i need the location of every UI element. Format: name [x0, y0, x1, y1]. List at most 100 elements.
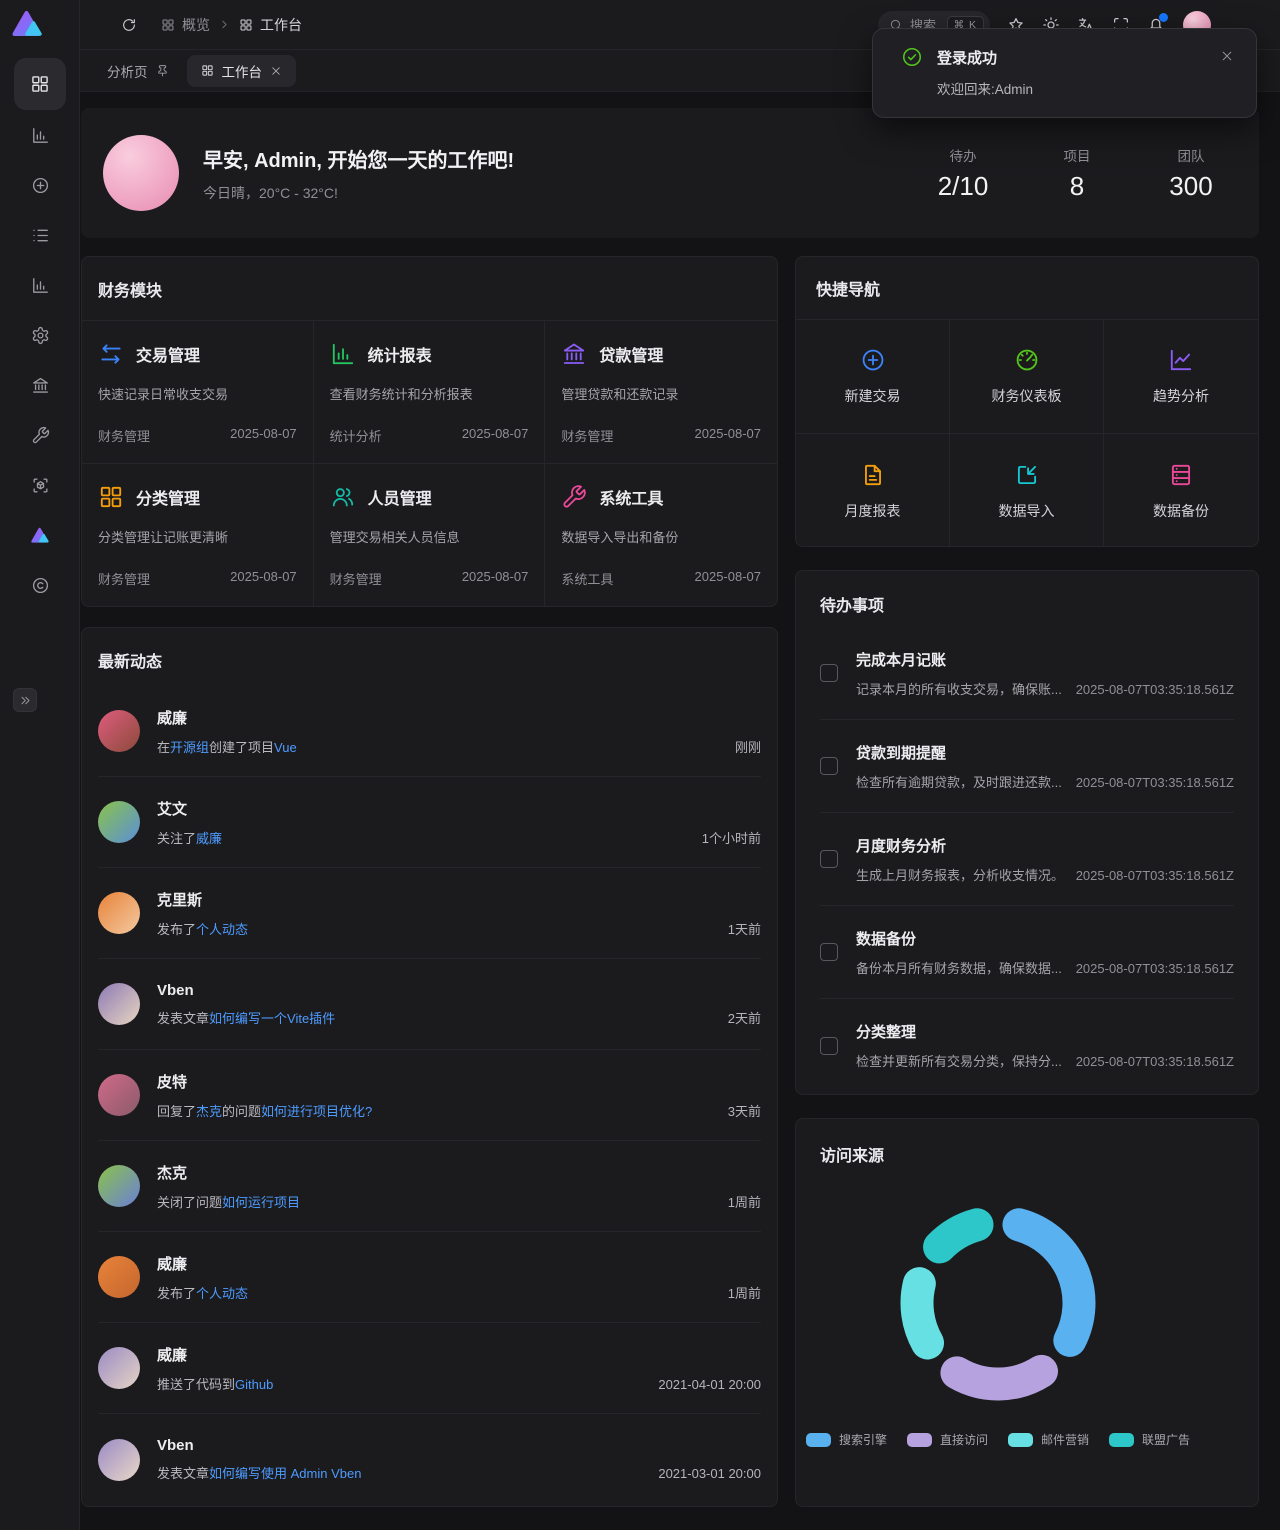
activity-user-name: 杰克: [157, 1164, 188, 1182]
finance-card-desc: 查看财务统计和分析报表: [329, 387, 473, 402]
activity-link[interactable]: 如何进行项目优化?: [261, 1103, 373, 1119]
sidebar-item-copyright[interactable]: [0, 560, 80, 610]
star-button[interactable]: [1007, 16, 1025, 34]
finance-card[interactable]: 系统工具 数据导入导出和备份 系统工具 2025-08-07: [545, 464, 777, 606]
activity-time: 刚刚: [734, 739, 761, 755]
todo-checkbox[interactable]: [820, 943, 838, 961]
activity-user-name: 威廉: [157, 709, 188, 727]
activity-link[interactable]: Github: [235, 1376, 274, 1392]
legend-swatch: [1008, 1432, 1033, 1447]
quick-nav-item[interactable]: 新建交易: [796, 320, 950, 434]
quick-nav-item[interactable]: 趋势分析: [1104, 320, 1258, 434]
sidebar-item-scan[interactable]: [0, 460, 80, 510]
sidebar-item-tools[interactable]: [0, 410, 80, 460]
todo-checkbox[interactable]: [820, 1036, 838, 1055]
activity-line: 在 开源组 创建了项目 Vue 刚刚: [157, 737, 761, 756]
donut-segment-2: [900, 1267, 945, 1360]
expand-sidebar-button[interactable]: [13, 688, 37, 712]
finance-card-footer: 财务管理 2025-08-07: [98, 426, 297, 445]
welcome-stats: 待办 2/10 项目 8 团队 300: [935, 145, 1219, 202]
quick-nav-item[interactable]: 财务仪表板: [950, 320, 1104, 434]
quick-nav-item[interactable]: 数据备份: [1104, 434, 1258, 546]
finance-card-header: 系统工具: [561, 484, 761, 510]
activity-text: 创建了项目: [209, 739, 275, 755]
sidebar-item-analytics[interactable]: [0, 110, 80, 160]
todo-body: 数据备份 备份本月所有财务数据，确保数据... 2025-08-07T03:35:1…: [856, 928, 1234, 977]
todo-desc: 记录本月的所有收支交易，确保账...: [856, 681, 1062, 697]
sidebar-item-settings[interactable]: [0, 310, 80, 360]
sidebar-item-dashboard[interactable]: [14, 58, 66, 110]
finance-card[interactable]: 交易管理 快速记录日常收支交易 财务管理 2025-08-07: [82, 321, 314, 464]
activity-time: 1周前: [727, 1194, 761, 1210]
avatar: [98, 710, 140, 752]
activity-link[interactable]: 如何编写使用 Admin Vben: [209, 1466, 362, 1481]
todo-row: 月度财务分析 生成上月财务报表，分析收支情况。 2025-08-07T03:35:1…: [820, 813, 1234, 906]
finance-card[interactable]: 人员管理 管理交易相关人员信息 财务管理 2025-08-07: [314, 464, 546, 606]
activity-link[interactable]: 如何运行项目: [222, 1194, 301, 1210]
finance-card[interactable]: 分类管理 分类管理让记账更清晰 财务管理 2025-08-07: [82, 464, 314, 606]
finance-card-title: 分类管理: [136, 491, 201, 508]
finance-card-footer: 财务管理 2025-08-07: [98, 569, 297, 588]
refresh-icon[interactable]: [121, 17, 137, 33]
activity-link[interactable]: Vue: [274, 739, 297, 755]
tab-analysis[interactable]: 分析页: [105, 55, 171, 87]
quick-nav-label: 财务仪表板: [991, 388, 1062, 404]
tab-label: 分析页: [107, 64, 148, 80]
activity-link[interactable]: 杰克: [196, 1103, 223, 1119]
legend-swatch: [805, 1432, 831, 1447]
activity-user-name: 皮特: [157, 1073, 188, 1091]
sidebar-item-vben[interactable]: [0, 510, 80, 560]
pin-icon[interactable]: [156, 64, 169, 77]
activity-link[interactable]: 个人动态: [196, 1285, 249, 1301]
toast-message: 欢迎回来:Admin: [937, 82, 1034, 97]
breadcrumb-item[interactable]: 工作台: [239, 15, 302, 35]
todo-body: 完成本月记账 记录本月的所有收支交易，确保账... 2025-08-07T03:35…: [856, 649, 1234, 698]
activity-user-name: Vben: [157, 1437, 194, 1454]
legend-item[interactable]: 联盟广告: [1109, 1431, 1190, 1448]
quick-nav-item[interactable]: 月度报表: [796, 434, 950, 546]
sidebar-item-list[interactable]: [0, 210, 80, 260]
legend-swatch: [906, 1432, 932, 1447]
todo-checkbox[interactable]: [820, 757, 838, 775]
legend-item[interactable]: 直接访问: [906, 1431, 988, 1448]
star-icon: [1007, 16, 1025, 34]
quick-nav-item[interactable]: 数据导入: [950, 434, 1104, 546]
activity-row: Vben 发表文章 如何编写一个Vite插件 2天前: [98, 959, 761, 1050]
breadcrumb-label: 工作台: [260, 16, 302, 33]
greeting-title: 早安, Admin, 开始您一天的工作吧!: [203, 149, 515, 172]
todo-checkbox[interactable]: [820, 664, 838, 682]
activity-link[interactable]: 如何编写一个Vite插件: [209, 1010, 336, 1026]
close-icon[interactable]: [270, 65, 282, 77]
activity-link[interactable]: 威廉: [196, 830, 223, 846]
tab-workbench[interactable]: 工作台: [186, 54, 296, 87]
toast-close-icon[interactable]: [1220, 49, 1234, 63]
bank-icon: [561, 341, 587, 367]
activity-link[interactable]: 个人动态: [196, 921, 249, 937]
todo-date: 2025-08-07T03:35:18.561Z: [1075, 681, 1234, 697]
activity-link[interactable]: 开源组: [170, 739, 210, 755]
todo-title: 分类整理: [856, 1024, 917, 1041]
breadcrumb-item[interactable]: 概览: [161, 15, 210, 35]
sidebar-item-reports[interactable]: [0, 260, 80, 310]
todo-line: 记录本月的所有收支交易，确保账... 2025-08-07T03:35:18.56…: [856, 679, 1234, 698]
finance-card[interactable]: 统计报表 查看财务统计和分析报表 统计分析 2025-08-07: [313, 321, 546, 464]
legend-item[interactable]: 搜索引擎: [805, 1431, 887, 1448]
activity-line: 发布了 个人动态 1天前: [157, 919, 761, 938]
finance-card-group: 财务管理: [561, 429, 614, 444]
activity-line: 发布了 个人动态 1周前: [157, 1283, 761, 1302]
quick-nav-label: 新建交易: [844, 388, 901, 404]
finance-card-group: 财务管理: [98, 429, 151, 444]
finance-card-header: 统计报表: [330, 341, 529, 367]
latest-activity-panel: 最新动态 威廉在 开源组 创建了项目 Vue 刚刚 艾文 关注了 威廉 1个小时前 克里斯…: [81, 627, 778, 1507]
fullscreen-button[interactable]: [1112, 16, 1130, 34]
todo-checkbox[interactable]: [820, 850, 838, 868]
sidebar-item-finance[interactable]: [0, 360, 80, 410]
finance-card[interactable]: 贷款管理 管理贷款和还款记录 财务管理 2025-08-07: [545, 321, 777, 464]
todo-list: 完成本月记账 记录本月的所有收支交易，确保账... 2025-08-07T03:35…: [796, 627, 1258, 1092]
legend-label: 直接访问: [939, 1433, 988, 1447]
sidebar-item-create[interactable]: [0, 160, 80, 210]
legend-item[interactable]: 邮件营销: [1008, 1431, 1089, 1448]
activity-text: 发表文章: [157, 1010, 210, 1026]
grid-icon: [98, 484, 124, 510]
app-logo[interactable]: [12, 8, 44, 40]
